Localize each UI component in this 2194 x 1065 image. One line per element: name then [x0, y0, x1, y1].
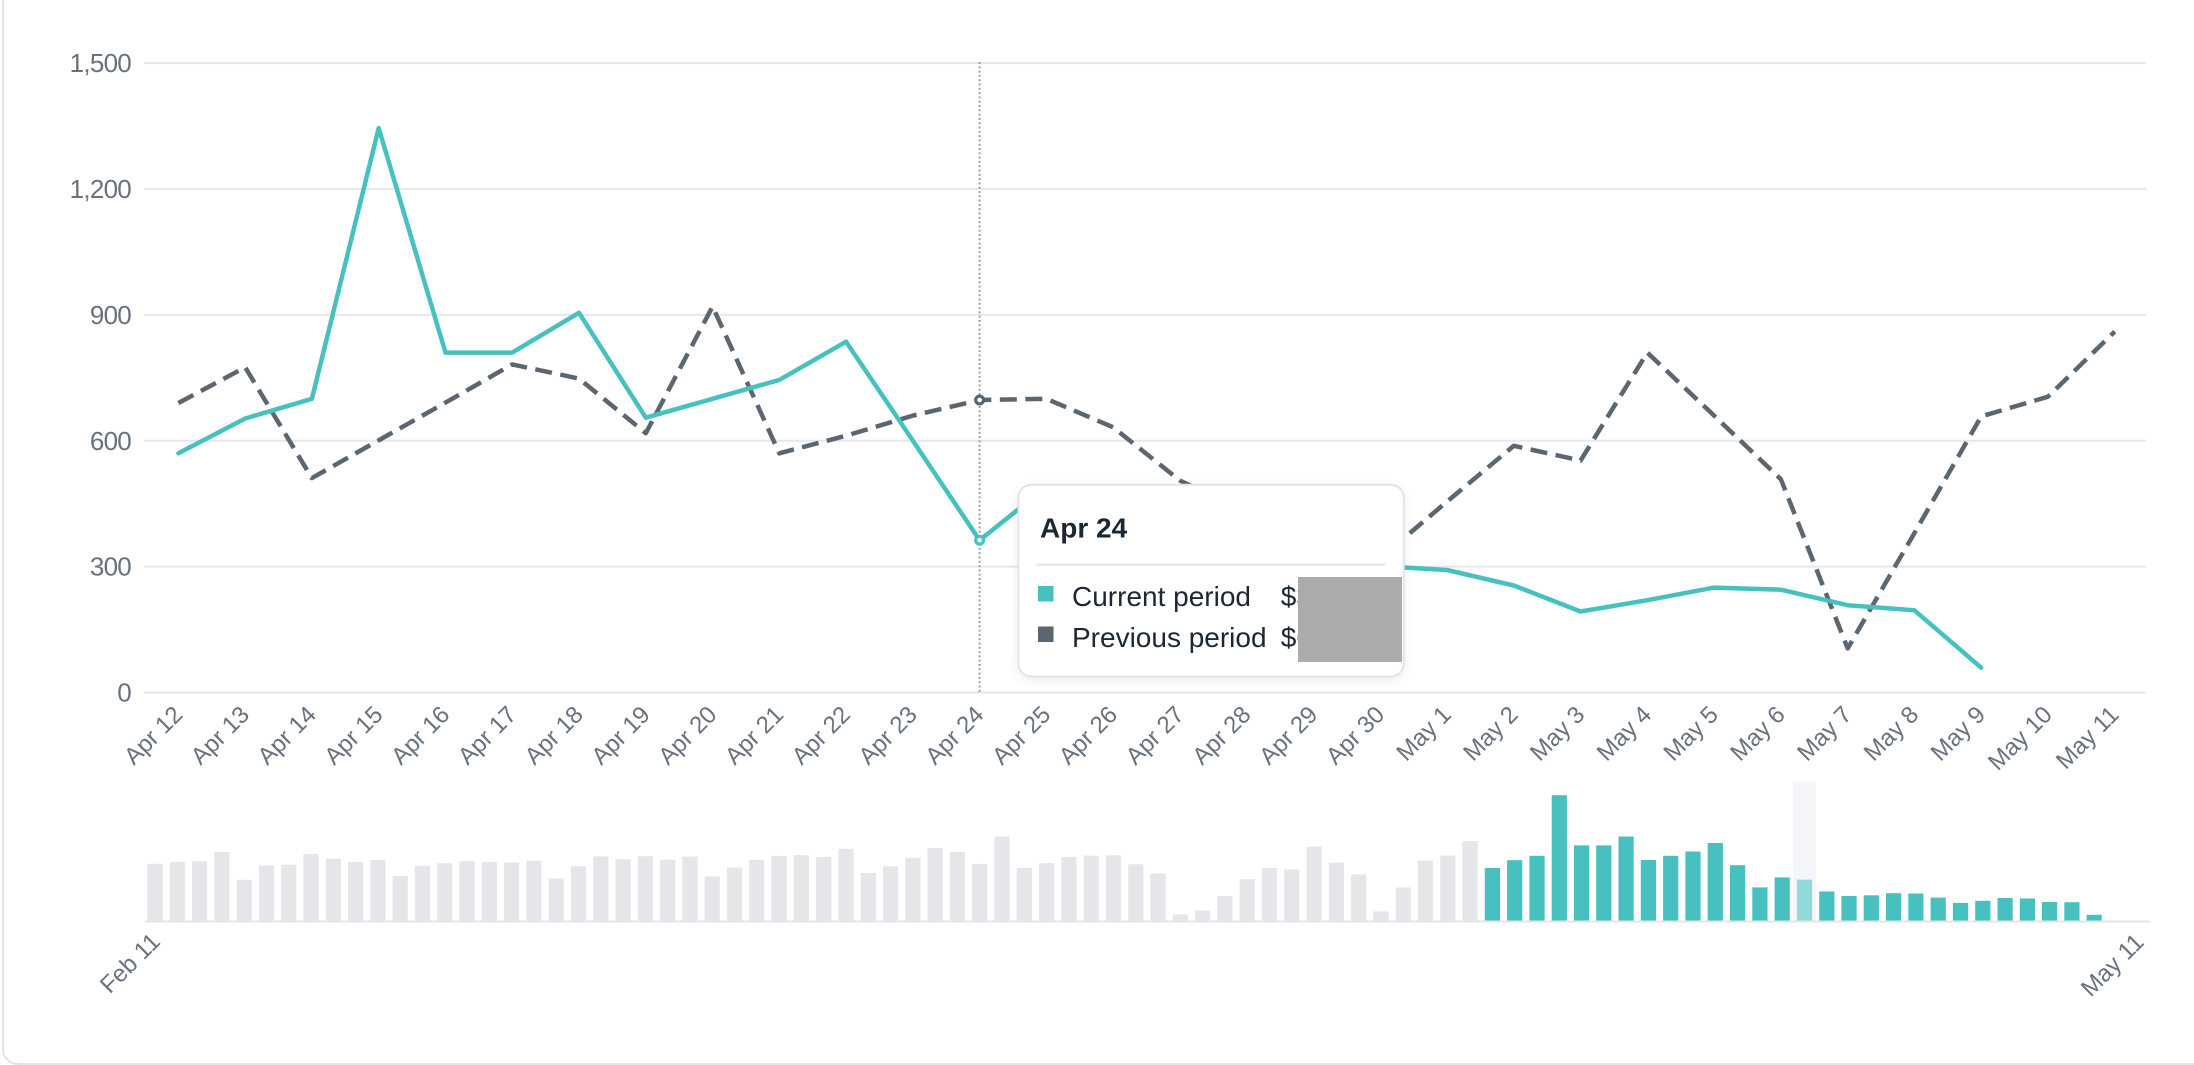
svg-text:Apr 21: Apr 21	[720, 701, 789, 770]
svg-text:Previous period: Previous period	[1072, 622, 1267, 653]
svg-text:Apr 27: Apr 27	[1121, 701, 1190, 770]
svg-text:Apr 12: Apr 12	[119, 701, 188, 770]
svg-text:600: 600	[90, 426, 131, 456]
svg-text:900: 900	[90, 300, 131, 330]
svg-text:0: 0	[117, 678, 131, 708]
svg-text:May 11: May 11	[2076, 929, 2149, 1002]
svg-text:May 6: May 6	[1725, 701, 1790, 766]
svg-text:Apr 28: Apr 28	[1187, 701, 1256, 770]
svg-text:Apr 13: Apr 13	[186, 701, 255, 770]
svg-text:Apr 14: Apr 14	[253, 701, 322, 770]
svg-text:Apr 23: Apr 23	[854, 701, 923, 770]
svg-text:Apr 24: Apr 24	[920, 701, 989, 770]
svg-text:Apr 22: Apr 22	[787, 701, 856, 770]
svg-text:Apr 17: Apr 17	[453, 701, 522, 770]
svg-text:May 2: May 2	[1458, 701, 1523, 766]
svg-text:May 1: May 1	[1391, 701, 1456, 766]
svg-text:May 3: May 3	[1525, 701, 1590, 766]
svg-text:May 10: May 10	[1983, 701, 2058, 776]
svg-text:1,500: 1,500	[70, 48, 132, 78]
svg-text:1,200: 1,200	[70, 174, 132, 204]
svg-text:Current period: Current period	[1072, 581, 1251, 612]
svg-text:Apr 25: Apr 25	[987, 701, 1056, 770]
svg-text:May 5: May 5	[1659, 701, 1724, 766]
svg-text:300: 300	[90, 552, 131, 582]
svg-text:Apr 26: Apr 26	[1054, 701, 1123, 770]
svg-text:Apr 29: Apr 29	[1254, 701, 1323, 770]
svg-text:Apr 16: Apr 16	[386, 701, 455, 770]
svg-text:Apr 15: Apr 15	[319, 701, 388, 770]
svg-text:May 7: May 7	[1792, 701, 1857, 766]
svg-text:Apr 30: Apr 30	[1321, 701, 1390, 770]
svg-text:May 11: May 11	[2051, 701, 2124, 774]
svg-text:May 9: May 9	[1926, 701, 1991, 766]
svg-text:Apr 20: Apr 20	[653, 701, 722, 770]
svg-text:Apr 18: Apr 18	[520, 701, 589, 770]
svg-text:Feb 11: Feb 11	[95, 928, 166, 999]
svg-text:May 4: May 4	[1592, 701, 1657, 766]
svg-text:Apr 19: Apr 19	[586, 701, 655, 770]
svg-text:Apr 24: Apr 24	[1040, 513, 1128, 544]
svg-text:May 8: May 8	[1859, 701, 1924, 766]
